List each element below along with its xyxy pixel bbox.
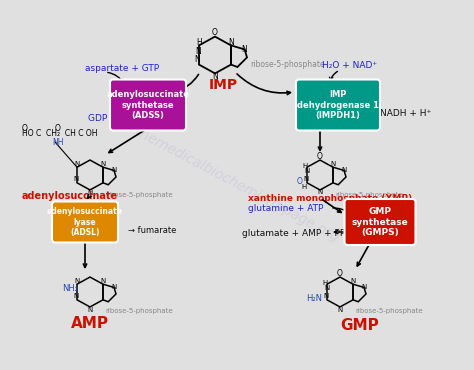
Text: O: O (22, 124, 28, 132)
FancyBboxPatch shape (110, 80, 186, 131)
Text: xanthine monophosphate (XMP): xanthine monophosphate (XMP) (248, 194, 412, 202)
Text: O: O (212, 28, 218, 37)
Text: IMP: IMP (209, 78, 237, 92)
Text: O: O (337, 269, 343, 278)
Text: N: N (194, 55, 200, 64)
Text: N: N (303, 176, 309, 182)
Text: ribose-5-phosphate: ribose-5-phosphate (336, 192, 403, 198)
Text: ribose-5-phosphate: ribose-5-phosphate (356, 309, 423, 314)
Text: H: H (196, 38, 202, 47)
Text: N: N (323, 293, 328, 299)
FancyBboxPatch shape (345, 199, 416, 245)
Text: N: N (341, 168, 346, 174)
Text: glutamine + ATP: glutamine + ATP (248, 204, 323, 212)
Text: N: N (74, 161, 80, 167)
Text: themedicalbiochemistrypage.org: themedicalbiochemistrypage.org (132, 125, 342, 245)
Text: H: H (302, 163, 308, 169)
Text: H₂N: H₂N (306, 294, 322, 303)
Text: N: N (73, 176, 79, 182)
Text: N: N (74, 278, 80, 284)
Text: N: N (195, 47, 201, 55)
Text: N: N (111, 285, 117, 290)
Text: N: N (73, 293, 79, 299)
Text: → fumarate: → fumarate (128, 225, 176, 235)
Text: N: N (212, 72, 218, 81)
Text: H₂O + NAD⁺: H₂O + NAD⁺ (322, 61, 377, 70)
Text: adenylosuccinate: adenylosuccinate (22, 191, 118, 201)
Text: ribose-5-phosphate: ribose-5-phosphate (106, 192, 173, 198)
Text: HO C  CH₂  CH C OH: HO C CH₂ CH C OH (22, 128, 98, 138)
Text: N: N (228, 38, 234, 47)
Text: N: N (330, 161, 336, 167)
FancyBboxPatch shape (52, 202, 118, 242)
Text: O: O (55, 124, 61, 132)
Text: GDP + Pᴵ: GDP + Pᴵ (88, 114, 128, 122)
Text: N: N (324, 285, 329, 291)
Text: N: N (361, 285, 367, 290)
Text: adenylosuccinate
lyase
(ADSL): adenylosuccinate lyase (ADSL) (47, 207, 123, 237)
Text: H: H (322, 280, 328, 286)
Text: adenylosuccinate
synthetase
(ADSS): adenylosuccinate synthetase (ADSS) (107, 90, 190, 120)
Text: N: N (304, 168, 310, 174)
Text: N: N (242, 45, 247, 54)
Text: H: H (301, 184, 307, 190)
Text: N: N (337, 307, 343, 313)
Text: N: N (318, 189, 323, 195)
Text: GMP
synthetase
(GMPS): GMP synthetase (GMPS) (352, 207, 409, 237)
Text: N: N (111, 168, 117, 174)
Text: GMP: GMP (341, 317, 379, 333)
FancyBboxPatch shape (296, 80, 380, 131)
Text: N: N (87, 190, 92, 196)
Text: N: N (100, 161, 106, 167)
Text: O: O (296, 177, 302, 186)
Text: AMP: AMP (71, 316, 109, 332)
Text: NADH + H⁺: NADH + H⁺ (380, 108, 431, 118)
Text: N: N (87, 307, 92, 313)
Text: NH: NH (52, 138, 64, 147)
Text: glutamate + AMP + PPᴵ: glutamate + AMP + PPᴵ (242, 229, 347, 238)
Text: NH₂: NH₂ (63, 283, 79, 293)
Text: O: O (317, 152, 323, 161)
Text: IMP
dehydrogenase 1
(IMPDH1): IMP dehydrogenase 1 (IMPDH1) (297, 90, 379, 120)
Text: ribose-5-phosphate: ribose-5-phosphate (250, 60, 325, 69)
Text: N: N (100, 278, 106, 284)
Text: aspartate + GTP: aspartate + GTP (85, 64, 159, 73)
Text: N: N (350, 278, 356, 284)
Text: ribose-5-phosphate: ribose-5-phosphate (106, 309, 173, 314)
